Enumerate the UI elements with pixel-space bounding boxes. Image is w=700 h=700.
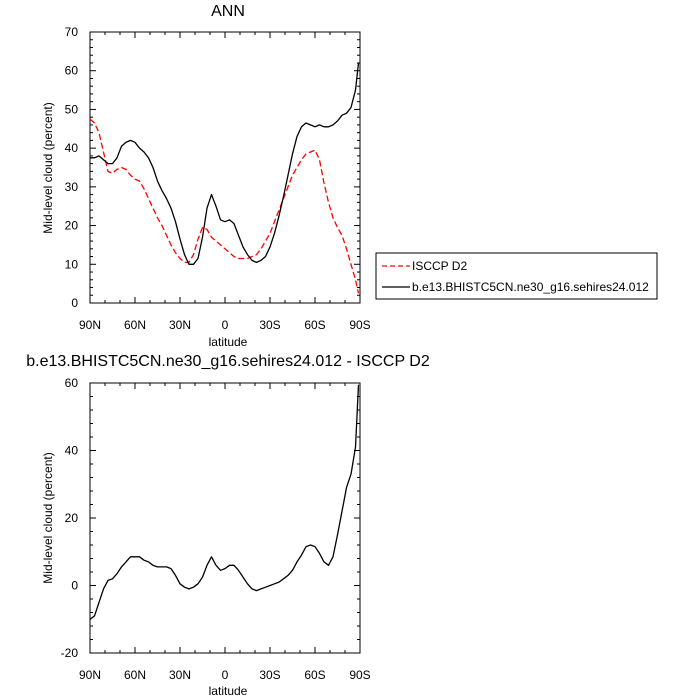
bottom-x-tick-label: 30S <box>259 668 280 682</box>
bottom-x-tick-label: 60N <box>124 668 146 682</box>
bottom-x-tick-labels: 90N 60N 30N 0 30S 60S 90S <box>79 668 371 682</box>
legend-label-model: b.e13.BHISTC5CN.ne30_g16.sehires24.012 <box>412 280 649 294</box>
top-x-tick-label: 30N <box>169 318 191 332</box>
bottom-y-tick-label: 60 <box>65 376 79 390</box>
top-y-tick-labels: 0 10 20 30 40 50 60 70 <box>65 25 79 310</box>
bottom-axis-ticks <box>89 382 361 654</box>
bottom-x-tick-label: 90S <box>349 668 370 682</box>
top-y-tick-label: 0 <box>71 296 78 310</box>
bottom-x-tick-label: 90N <box>79 668 101 682</box>
bottom-x-tick-label: 60S <box>304 668 325 682</box>
bottom-x-tick-label: 0 <box>222 668 229 682</box>
top-x-tick-label: 30S <box>259 318 280 332</box>
bottom-y-tick-label: 40 <box>65 444 79 458</box>
top-x-tick-labels: 90N 60N 30N 0 30S 60S 90S <box>79 318 371 332</box>
bottom-y-tick-label: 0 <box>71 579 78 593</box>
legend: ISCCP D2 b.e13.BHISTC5CN.ne30_g16.sehire… <box>375 252 658 300</box>
legend-label-isccp-d2: ISCCP D2 <box>412 259 467 273</box>
top-x-axis-label: latitude <box>209 335 248 349</box>
bottom-y-tick-label: 20 <box>65 511 79 525</box>
bottom-plot-frame <box>89 382 361 654</box>
top-y-tick-label: 20 <box>65 219 79 233</box>
top-chart-title: ANN <box>211 3 245 20</box>
top-x-tick-label: 90S <box>349 318 370 332</box>
bottom-x-tick-label: 30N <box>169 668 191 682</box>
top-plot-frame <box>89 31 361 304</box>
top-x-tick-label: 60S <box>304 318 325 332</box>
bottom-series-line-series-0 <box>89 384 360 620</box>
top-series-line-isccp-d2 <box>89 118 360 294</box>
top-gridless-area <box>89 31 361 304</box>
top-y-tick-label: 50 <box>65 102 79 116</box>
legend-box <box>375 252 658 300</box>
bottom-y-axis-label: Mid-level cloud (percent) <box>41 452 55 583</box>
top-series-lines <box>89 62 360 294</box>
top-y-tick-label: 30 <box>65 180 79 194</box>
top-y-axis-label: Mid-level cloud (percent) <box>41 102 55 233</box>
top-axis-ticks <box>89 31 361 304</box>
top-y-tick-label: 70 <box>65 25 79 39</box>
top-y-tick-label: 10 <box>65 257 79 271</box>
top-x-tick-label: 0 <box>222 318 229 332</box>
top-series-line-b-e13-bhistc5cn-ne30-g16-sehires24-012 <box>90 62 360 265</box>
bottom-chart-title: b.e13.BHISTC5CN.ne30_g16.sehires24.012 -… <box>26 353 430 370</box>
bottom-series-lines <box>89 384 360 620</box>
top-x-tick-label: 60N <box>124 318 146 332</box>
top-y-tick-label: 60 <box>65 64 79 78</box>
bottom-y-tick-labels: -20 0 20 40 60 <box>61 376 79 660</box>
bottom-y-tick-label: -20 <box>61 646 79 660</box>
bottom-panel: b.e13.BHISTC5CN.ne30_g16.sehires24.012 -… <box>26 353 430 698</box>
top-y-tick-label: 40 <box>65 141 79 155</box>
bottom-x-axis-label: latitude <box>209 684 248 698</box>
top-x-tick-label: 90N <box>79 318 101 332</box>
